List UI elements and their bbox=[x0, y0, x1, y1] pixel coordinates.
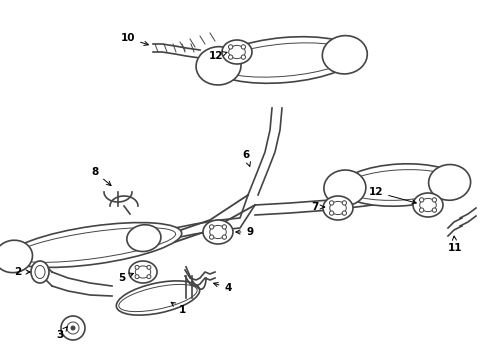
Circle shape bbox=[71, 326, 75, 330]
Circle shape bbox=[147, 275, 151, 279]
Ellipse shape bbox=[212, 37, 357, 83]
Ellipse shape bbox=[339, 164, 459, 206]
Text: 1: 1 bbox=[171, 302, 185, 315]
Circle shape bbox=[222, 225, 226, 229]
Circle shape bbox=[329, 211, 333, 215]
Ellipse shape bbox=[222, 40, 251, 64]
Text: 8: 8 bbox=[91, 167, 111, 185]
Ellipse shape bbox=[203, 220, 232, 244]
Circle shape bbox=[431, 198, 436, 202]
Circle shape bbox=[209, 235, 213, 239]
Ellipse shape bbox=[0, 240, 32, 273]
Text: 2: 2 bbox=[14, 267, 30, 277]
Ellipse shape bbox=[129, 261, 157, 283]
Ellipse shape bbox=[126, 225, 161, 252]
Text: 12: 12 bbox=[368, 187, 415, 204]
Circle shape bbox=[61, 316, 85, 340]
Text: 5: 5 bbox=[118, 273, 133, 283]
Circle shape bbox=[342, 211, 346, 215]
Text: 7: 7 bbox=[311, 202, 324, 212]
Text: 11: 11 bbox=[447, 236, 461, 253]
Circle shape bbox=[228, 45, 232, 49]
Text: 4: 4 bbox=[213, 283, 231, 293]
Ellipse shape bbox=[322, 36, 366, 74]
Text: 3: 3 bbox=[56, 327, 67, 340]
Ellipse shape bbox=[209, 225, 226, 239]
Text: 12: 12 bbox=[208, 51, 226, 61]
Ellipse shape bbox=[119, 284, 197, 312]
Ellipse shape bbox=[419, 198, 435, 212]
Ellipse shape bbox=[323, 170, 365, 206]
Circle shape bbox=[329, 201, 333, 205]
Ellipse shape bbox=[196, 47, 241, 85]
Circle shape bbox=[419, 198, 423, 202]
Circle shape bbox=[342, 201, 346, 205]
Ellipse shape bbox=[35, 266, 45, 279]
Circle shape bbox=[147, 265, 151, 269]
Ellipse shape bbox=[8, 222, 182, 267]
Circle shape bbox=[209, 225, 213, 229]
Text: 10: 10 bbox=[121, 33, 148, 45]
Ellipse shape bbox=[14, 228, 175, 262]
Ellipse shape bbox=[428, 165, 469, 200]
Circle shape bbox=[135, 275, 139, 279]
Circle shape bbox=[67, 322, 79, 334]
Ellipse shape bbox=[323, 196, 352, 220]
Ellipse shape bbox=[31, 261, 49, 283]
Circle shape bbox=[241, 55, 245, 59]
Circle shape bbox=[419, 208, 423, 212]
Circle shape bbox=[241, 45, 245, 49]
Ellipse shape bbox=[116, 281, 199, 315]
Ellipse shape bbox=[228, 45, 245, 59]
Ellipse shape bbox=[344, 170, 454, 201]
Circle shape bbox=[222, 235, 226, 239]
Circle shape bbox=[431, 208, 436, 212]
Text: 9: 9 bbox=[235, 227, 253, 237]
Ellipse shape bbox=[135, 266, 150, 278]
Circle shape bbox=[228, 55, 232, 59]
Circle shape bbox=[135, 265, 139, 269]
Ellipse shape bbox=[412, 193, 442, 217]
Text: 6: 6 bbox=[242, 150, 250, 166]
Ellipse shape bbox=[218, 43, 351, 77]
Ellipse shape bbox=[329, 201, 346, 215]
